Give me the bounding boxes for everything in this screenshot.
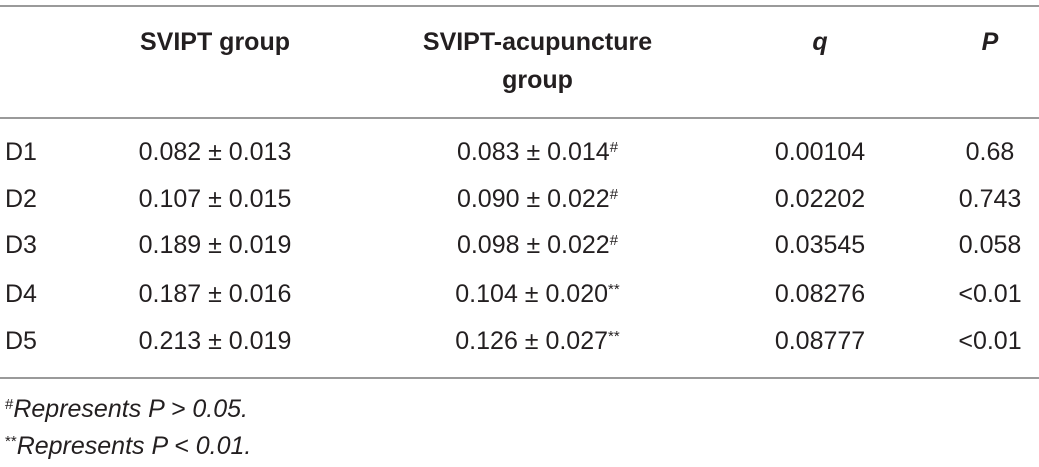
cell: 0.189 ± 0.019 bbox=[138, 231, 292, 259]
row-label: D1 bbox=[5, 138, 37, 166]
row-label: D3 bbox=[5, 231, 37, 259]
row-label: D2 bbox=[5, 185, 37, 213]
row-label: D4 bbox=[5, 280, 37, 308]
row-label: D5 bbox=[5, 327, 37, 355]
cell: 0.090 ± 0.022# bbox=[385, 180, 690, 218]
footnote-text: Represents P > 0.05. bbox=[13, 395, 248, 423]
rule bbox=[0, 377, 1039, 379]
cell: <0.01 bbox=[958, 280, 1022, 308]
cell: 0.082 ± 0.013 bbox=[138, 138, 292, 166]
cell: 0.104 ± 0.020** bbox=[385, 275, 690, 313]
cell-mark: # bbox=[609, 139, 619, 156]
cell-mark: # bbox=[609, 186, 619, 203]
cell: <0.01 bbox=[958, 327, 1022, 355]
cell-text: 0.104 ± 0.020 bbox=[455, 280, 609, 308]
cell-mark: ** bbox=[608, 328, 620, 345]
cell: 0.058 bbox=[958, 231, 1022, 259]
cell: 0.083 ± 0.014# bbox=[385, 133, 690, 171]
header-cell: P bbox=[981, 28, 999, 56]
cell: 0.107 ± 0.015 bbox=[138, 185, 292, 213]
cell: 0.02202 bbox=[774, 185, 866, 213]
footnote: #Represents P > 0.05. bbox=[5, 391, 248, 427]
footnote-mark: ** bbox=[5, 433, 17, 450]
cell-text: 0.083 ± 0.014 bbox=[456, 138, 610, 166]
footnote-mark: # bbox=[5, 396, 14, 413]
cell: 0.00104 bbox=[774, 138, 866, 166]
cell: 0.126 ± 0.027** bbox=[385, 322, 690, 360]
cell: 0.213 ± 0.019 bbox=[138, 327, 292, 355]
cell: 0.098 ± 0.022# bbox=[385, 226, 690, 264]
rule bbox=[0, 117, 1039, 119]
header-cell: SVIPT group bbox=[140, 28, 290, 56]
footnote: **Represents P < 0.01. bbox=[5, 428, 251, 464]
header-cell: SVIPT-acupuncture group bbox=[422, 28, 653, 94]
footnote-text: Represents P < 0.01. bbox=[16, 432, 252, 460]
cell: 0.187 ± 0.016 bbox=[138, 280, 292, 308]
cell: 0.08777 bbox=[774, 327, 866, 355]
rule bbox=[0, 5, 1039, 7]
cell-mark: ** bbox=[608, 281, 620, 298]
cell-text: 0.126 ± 0.027 bbox=[455, 327, 609, 355]
cell-mark: # bbox=[609, 232, 619, 249]
cell-text: 0.090 ± 0.022 bbox=[456, 185, 610, 213]
cell: 0.08276 bbox=[774, 280, 866, 308]
header-cell: q bbox=[812, 28, 828, 56]
cell: 0.743 bbox=[958, 185, 1022, 213]
cell: 0.03545 bbox=[774, 231, 866, 259]
cell-text: 0.098 ± 0.022 bbox=[456, 231, 610, 259]
cell: 0.68 bbox=[965, 138, 1015, 166]
